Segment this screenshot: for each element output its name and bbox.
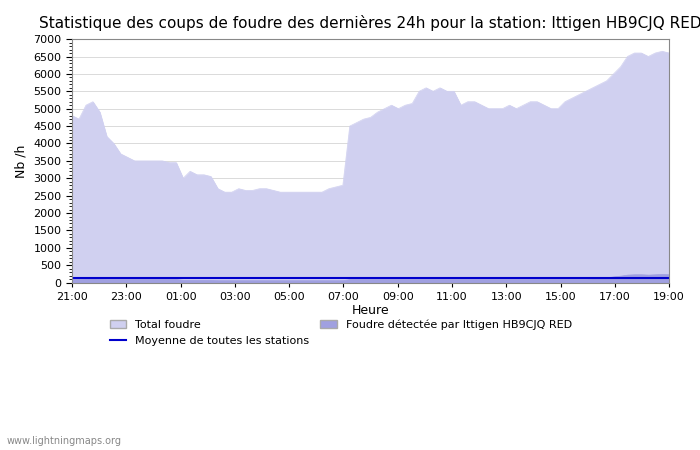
Title: Statistique des coups de foudre des dernières 24h pour la station: Ittigen HB9CJ: Statistique des coups de foudre des dern…: [39, 15, 700, 31]
Text: www.lightningmaps.org: www.lightningmaps.org: [7, 436, 122, 446]
Y-axis label: Nb /h: Nb /h: [15, 144, 28, 178]
X-axis label: Heure: Heure: [352, 304, 389, 317]
Legend: Total foudre, Moyenne de toutes les stations, Foudre détectée par Ittigen HB9CJQ: Total foudre, Moyenne de toutes les stat…: [105, 315, 576, 350]
